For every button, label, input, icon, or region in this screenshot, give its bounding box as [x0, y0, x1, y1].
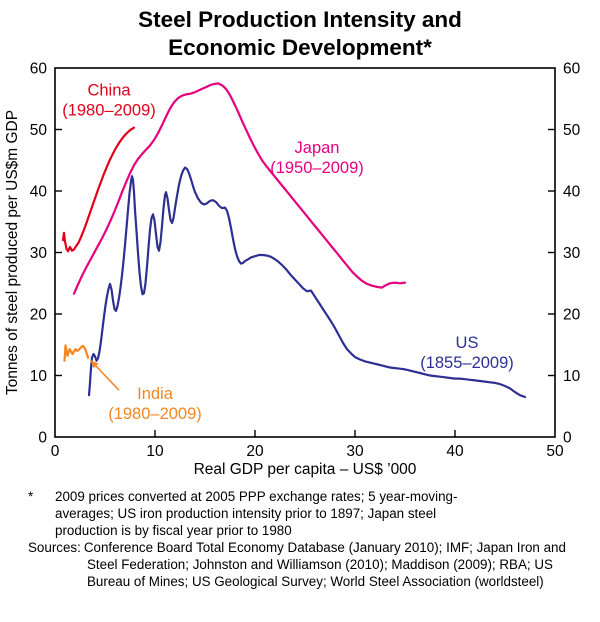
y-tick-label-left: 60: [30, 61, 48, 78]
y-tick-label-right: 50: [563, 122, 581, 139]
sources-label: Sources:: [28, 540, 81, 555]
x-tick-label: 50: [546, 443, 564, 460]
y-axis-title: Tonnes of steel produced per US$m GDP: [4, 110, 21, 395]
series-line-india: [63, 344, 90, 362]
series-label-india-line1: India: [137, 385, 174, 403]
footnote-note: * 2009 prices converted at 2005 PPP excha…: [28, 488, 501, 539]
x-tick-label: 40: [446, 443, 464, 460]
y-tick-label-right: 30: [563, 245, 581, 262]
y-tick-label-left: 0: [38, 430, 47, 447]
footnote-sources: Sources: Conference Board Total Economy D…: [28, 539, 574, 590]
y-tick-label-right: 60: [563, 61, 581, 78]
series-line-us: [87, 166, 527, 399]
series-label-india-line2: (1980–2009): [108, 405, 202, 423]
y-tick-label-right: 0: [563, 430, 572, 447]
series-label-china-line2: (1980–2009): [62, 102, 156, 120]
footnote-text: 2009 prices converted at 2005 PPP exchan…: [55, 489, 458, 538]
chart-title-line1: Steel Production Intensity and: [138, 7, 462, 32]
footnotes: * 2009 prices converted at 2005 PPP excha…: [28, 488, 566, 590]
series-line-china: [61, 126, 136, 253]
x-axis-title: Real GDP per capita – US$ ’000: [194, 461, 417, 478]
x-tick-label: 30: [346, 443, 364, 460]
y-tick-label-right: 40: [563, 184, 581, 201]
annotation-arrowhead-india: [90, 360, 99, 369]
chart-title-line2: Economic Development*: [168, 35, 432, 60]
series-label-japan-line2: (1950–2009): [270, 159, 364, 177]
footnote-marker: *: [28, 489, 34, 504]
series-label-china-line1: China: [87, 82, 131, 100]
series-group: [61, 82, 527, 399]
y-tick-label-left: 30: [30, 245, 48, 262]
x-tick-label: 20: [246, 443, 264, 460]
y-tick-label-left: 40: [30, 184, 48, 201]
series-label-us-line2: (1855–2009): [420, 354, 514, 372]
series-line-japan: [72, 82, 407, 295]
y-tick-label-right: 10: [563, 368, 581, 385]
annotation-group: China (1980–2009) Japan (1950–2009) US (1855–…: [62, 82, 514, 423]
y-tick-label-right: 20: [563, 307, 581, 324]
series-label-japan-line1: Japan: [295, 139, 340, 157]
sources-text: Conference Board Total Economy Database …: [83, 540, 566, 589]
x-tick-label: 10: [146, 443, 164, 460]
x-tick-label: 0: [51, 443, 60, 460]
chart-title: Steel Production Intensity and Economic D…: [0, 6, 600, 62]
series-label-us-line1: US: [456, 334, 479, 352]
y-tick-label-left: 10: [30, 368, 48, 385]
y-tick-label-left: 20: [30, 307, 48, 324]
y-tick-label-left: 50: [30, 122, 48, 139]
